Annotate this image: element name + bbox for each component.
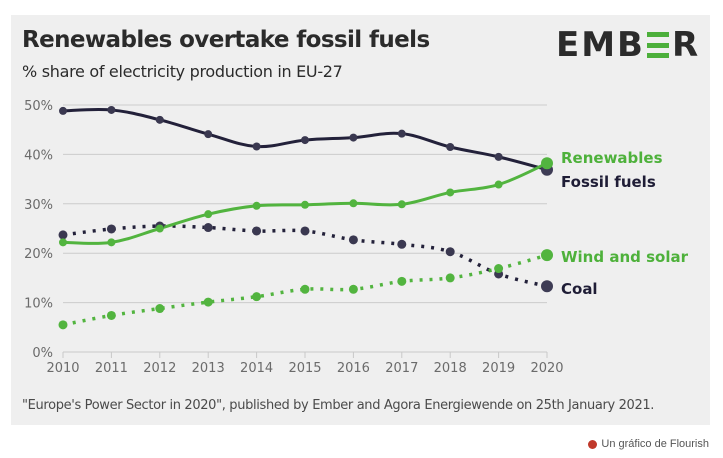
y-tick-label: 30% [24, 198, 53, 213]
x-tick-label: 2019 [482, 361, 515, 376]
logo-text-right: R [671, 25, 701, 65]
point-fossil-fuels [59, 106, 67, 115]
x-tick-label: 2013 [192, 361, 225, 376]
point-wind-and-solar [445, 273, 455, 283]
point-coal [58, 230, 68, 240]
chart-subtitle: % share of electricity production in EU-… [22, 62, 343, 81]
series-label-fossil-fuels: Fossil fuels [561, 173, 656, 191]
point-renewables [494, 180, 503, 189]
x-tick-label: 2010 [46, 361, 79, 376]
point-renewables [397, 200, 406, 209]
series-label-wind-and-solar: Wind and solar [561, 248, 689, 266]
point-wind-and-solar [155, 304, 165, 314]
point-wind-and-solar [348, 284, 358, 294]
point-renewables [252, 201, 261, 210]
series-label-renewables: Renewables [561, 149, 663, 167]
point-fossil-fuels [204, 130, 213, 139]
point-renewables [301, 200, 309, 209]
x-tick-label: 2017 [385, 361, 418, 376]
point-renewables [107, 238, 116, 247]
series-label-coal: Coal [561, 280, 598, 298]
point-coal [541, 280, 553, 293]
point-wind-and-solar [397, 276, 407, 286]
ember-logo: EMB R [556, 25, 701, 65]
y-tick-label: 0% [32, 346, 53, 361]
point-fossil-fuels [301, 136, 309, 145]
point-fossil-fuels [155, 115, 164, 124]
point-renewables [541, 157, 553, 170]
flourish-logo-icon [588, 439, 598, 449]
chart-title: Renewables overtake fossil fuels [22, 27, 430, 53]
x-tick-label: 2018 [434, 361, 467, 376]
point-wind-and-solar [541, 249, 553, 262]
point-wind-and-solar [58, 320, 68, 330]
point-coal [252, 226, 262, 236]
y-tick-label: 20% [24, 247, 53, 262]
y-tick-label: 50% [24, 99, 53, 114]
point-wind-and-solar [252, 292, 262, 302]
flourish-credit[interactable]: Un gráfico de Flourish [588, 438, 709, 450]
chart-panel [11, 15, 710, 425]
point-wind-and-solar [203, 297, 213, 307]
x-tick-label: 2014 [240, 361, 273, 376]
point-wind-and-solar [300, 284, 310, 294]
x-tick-label: 2012 [143, 361, 176, 376]
point-wind-and-solar [494, 264, 504, 274]
point-fossil-fuels [252, 142, 261, 151]
x-tick-label: 2020 [530, 361, 563, 376]
y-tick-label: 10% [24, 297, 53, 312]
source-note: "Europe's Power Sector in 2020", publish… [22, 398, 655, 413]
point-fossil-fuels [349, 133, 358, 142]
point-coal [106, 224, 116, 234]
point-fossil-fuels [107, 105, 116, 114]
point-renewables [204, 210, 213, 219]
x-tick-label: 2016 [337, 361, 370, 376]
point-coal [300, 226, 310, 236]
y-tick-label: 40% [24, 148, 53, 163]
point-renewables [59, 238, 67, 247]
logo-green-e-icon [646, 32, 669, 58]
logo-text-left: EMB [556, 25, 645, 65]
point-renewables [155, 224, 164, 233]
point-coal [445, 247, 455, 257]
point-coal [397, 239, 407, 249]
x-tick-label: 2011 [95, 361, 128, 376]
point-renewables [446, 188, 455, 197]
point-coal [348, 235, 358, 245]
point-fossil-fuels [446, 142, 455, 151]
flourish-credit-text: Un gráfico de Flourish [601, 438, 709, 450]
point-coal [203, 223, 213, 233]
point-renewables [349, 199, 358, 208]
point-fossil-fuels [494, 152, 503, 161]
point-wind-and-solar [106, 310, 116, 320]
x-tick-label: 2015 [288, 361, 321, 376]
point-fossil-fuels [397, 129, 406, 138]
